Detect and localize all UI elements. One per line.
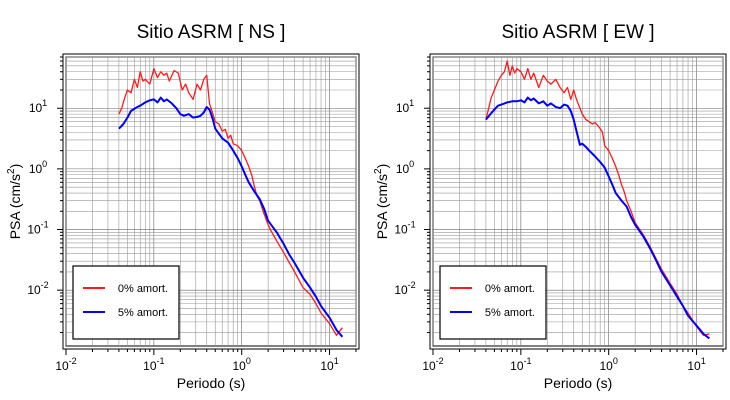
tick-marks (57, 56, 357, 355)
x-tick-label: 10-2 (55, 356, 76, 373)
x-tick-label: 10-1 (510, 356, 531, 373)
series-line-amort-5 (118, 96, 344, 338)
series-line-amort-5 (485, 96, 711, 340)
legend-box (439, 265, 547, 340)
y-tick-label: 10-1 (27, 220, 48, 237)
chart-title: Sitio ASRM [ NS ] (137, 22, 286, 43)
x-tick-label: 100 (600, 356, 618, 373)
x-tick-label: 100 (233, 356, 251, 373)
x-tick-label: 101 (687, 356, 705, 373)
y-tick-label: 101 (396, 98, 414, 115)
legend: 0% amort. 5% amort. (439, 265, 547, 340)
series-line-amort-0 (118, 67, 343, 336)
y-axis-label: PSA (cm/s2) (373, 164, 390, 240)
chart-title: Sitio ASRM [ EW ] (501, 22, 654, 43)
chart-panel-1: 10-2 10-1 100 101 10-2 10-1 100 101 Sitio ASRM [… (6, 22, 360, 391)
plot-frame-outer (62, 53, 360, 350)
y-tick-label: 10-2 (27, 280, 48, 297)
legend-label: 5% amort. (118, 307, 168, 319)
y-tick-label: 100 (29, 159, 47, 176)
x-tick-label: 101 (320, 356, 338, 373)
plot-frame-outer (429, 53, 727, 350)
legend-box (72, 265, 180, 340)
x-tick-label: 10-1 (143, 356, 164, 373)
y-tick-label: 100 (396, 159, 414, 176)
legend-label: 0% amort. (118, 283, 168, 295)
y-axis-label: PSA (cm/s2) (6, 164, 23, 240)
legend-label: 0% amort. (485, 283, 535, 295)
x-axis-label: Periodo (s) (544, 375, 612, 391)
y-tick-label: 101 (29, 98, 47, 115)
x-tick-label: 10-2 (422, 356, 443, 373)
y-tick-label: 10-1 (394, 220, 415, 237)
legend: 0% amort. 5% amort. (72, 265, 180, 340)
tick-marks (424, 56, 724, 355)
legend-label: 5% amort. (485, 307, 535, 319)
y-tick-label: 10-2 (394, 280, 415, 297)
chart-panel-2: 10-2 10-1 100 101 10-2 10-1 100 101 Sitio ASRM [… (373, 22, 727, 391)
x-axis-label: Periodo (s) (177, 375, 245, 391)
